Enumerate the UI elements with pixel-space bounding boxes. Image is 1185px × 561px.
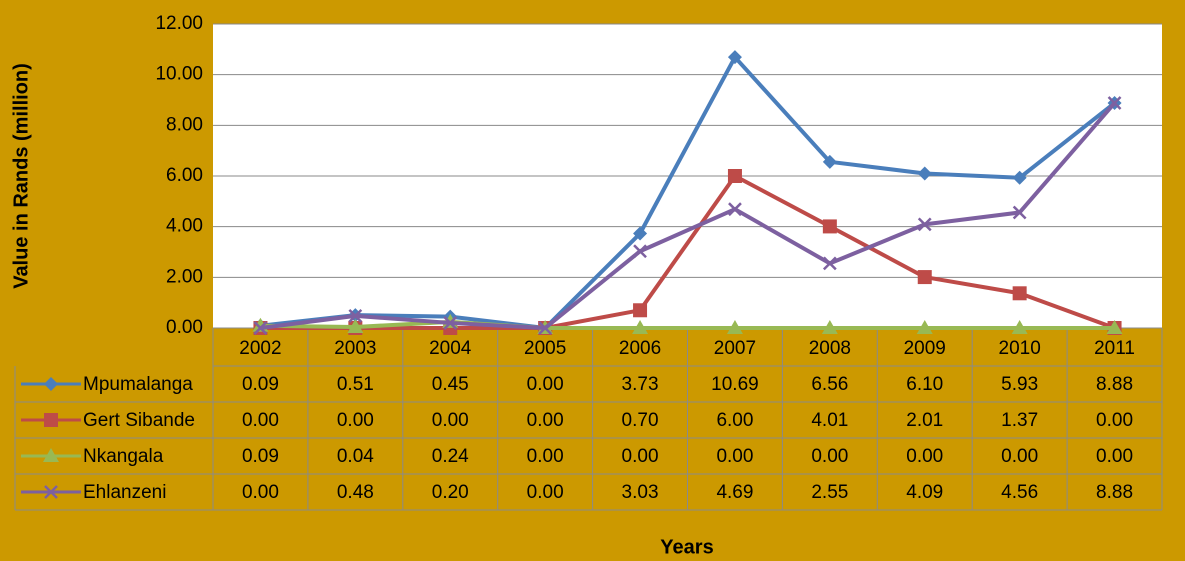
table-value: 6.00 xyxy=(716,410,753,431)
data-point xyxy=(727,169,742,183)
table-value: 4.01 xyxy=(811,410,848,431)
table-value: 0.00 xyxy=(242,482,279,503)
legend-marker xyxy=(43,448,59,462)
data-point xyxy=(1011,320,1028,334)
table-value: 5.93 xyxy=(1001,374,1038,395)
data-point xyxy=(253,321,268,335)
table-value: 3.03 xyxy=(622,482,659,503)
x-tick-label: 2004 xyxy=(429,338,472,359)
data-point xyxy=(1012,170,1027,185)
table-value: 0.48 xyxy=(337,482,374,503)
legend-marker xyxy=(44,413,58,427)
table-value: 0.00 xyxy=(1001,446,1038,467)
series-line xyxy=(260,55,1116,330)
table-value: 0.00 xyxy=(716,446,753,467)
data-point xyxy=(917,270,932,285)
table-value: 0.00 xyxy=(527,374,564,395)
legend-label: Gert Sibande xyxy=(83,410,195,431)
table-value: 6.10 xyxy=(906,374,943,395)
table-value: 8.88 xyxy=(1096,374,1133,395)
data-point xyxy=(1012,286,1027,301)
table-value: 0.00 xyxy=(527,410,564,431)
table-value: 6.56 xyxy=(811,374,848,395)
y-tick-label: 6.00 xyxy=(166,165,203,186)
table-value: 10.69 xyxy=(711,374,759,395)
y-tick-label: 12.00 xyxy=(155,13,203,34)
x-tick-label: 2002 xyxy=(239,338,281,359)
x-tick-label: 2005 xyxy=(524,338,566,359)
table-value: 0.00 xyxy=(527,482,564,503)
legend-label: Ehlanzeni xyxy=(83,482,166,503)
table-value: 1.37 xyxy=(1001,410,1038,431)
x-tick-label: 2003 xyxy=(334,338,376,359)
data-point xyxy=(632,320,649,334)
data-point xyxy=(1012,205,1027,220)
data-point xyxy=(633,303,648,318)
data-point xyxy=(822,154,837,169)
table-value: 0.70 xyxy=(622,410,659,431)
data-point xyxy=(728,202,742,217)
x-tick-label: 2006 xyxy=(619,338,661,359)
data-point xyxy=(1106,320,1123,334)
data-point xyxy=(821,320,838,334)
series-line xyxy=(260,174,1116,330)
legend-marker xyxy=(44,485,58,499)
table-value: 0.09 xyxy=(242,446,279,467)
data-point xyxy=(917,166,932,181)
y-axis-label: Value in Rands (million) xyxy=(10,63,32,289)
table-value: 0.51 xyxy=(337,374,374,395)
data-point xyxy=(347,318,364,333)
y-tick-label: 4.00 xyxy=(166,216,203,237)
table-value: 0.09 xyxy=(242,374,279,395)
x-axis-label: Years xyxy=(660,536,713,558)
y-tick-label: 8.00 xyxy=(166,114,203,135)
data-point xyxy=(633,226,648,241)
table-value: 0.24 xyxy=(432,446,469,467)
data-point xyxy=(538,321,553,335)
table-value: 0.00 xyxy=(1096,446,1133,467)
y-tick-label: 10.00 xyxy=(155,64,203,85)
table-value: 0.00 xyxy=(242,410,279,431)
x-tick-label: 2010 xyxy=(999,338,1041,359)
table-value: 0.04 xyxy=(337,446,374,467)
series-line xyxy=(260,101,1117,330)
table-value: 0.00 xyxy=(527,446,564,467)
y-tick-label: 2.00 xyxy=(166,266,203,287)
data-point xyxy=(917,217,932,232)
x-tick-label: 2007 xyxy=(714,338,756,359)
series-line xyxy=(260,319,1115,330)
table-value: 4.09 xyxy=(906,482,943,503)
table-value: 0.00 xyxy=(432,410,469,431)
legend-label: Mpumalanga xyxy=(83,374,193,395)
legend-label: Nkangala xyxy=(83,446,164,467)
data-point xyxy=(443,316,458,330)
table-value: 0.00 xyxy=(906,446,943,467)
data-point xyxy=(726,320,743,334)
table-value: 4.69 xyxy=(716,482,753,503)
data-point xyxy=(633,244,647,259)
table-value: 2.01 xyxy=(906,410,943,431)
table-value: 8.88 xyxy=(1096,482,1133,503)
table-value: 0.00 xyxy=(811,446,848,467)
table-value: 0.45 xyxy=(432,374,469,395)
data-point xyxy=(822,256,837,271)
table-value: 2.55 xyxy=(811,482,848,503)
table-value: 0.00 xyxy=(1096,410,1133,431)
x-tick-label: 2011 xyxy=(1094,338,1135,359)
table-value: 4.56 xyxy=(1001,482,1038,503)
table-value: 0.20 xyxy=(432,482,469,503)
data-point xyxy=(822,219,837,234)
data-point xyxy=(916,320,933,334)
table-value: 0.00 xyxy=(337,410,374,431)
data-point xyxy=(348,308,363,323)
y-tick-label: 0.00 xyxy=(166,317,203,338)
legend-marker xyxy=(44,377,58,391)
table-value: 0.00 xyxy=(622,446,659,467)
data-point xyxy=(1107,96,1122,110)
x-tick-label: 2008 xyxy=(809,338,851,359)
x-tick-label: 2009 xyxy=(904,338,946,359)
table-value: 3.73 xyxy=(622,374,659,395)
data-point xyxy=(727,50,742,65)
